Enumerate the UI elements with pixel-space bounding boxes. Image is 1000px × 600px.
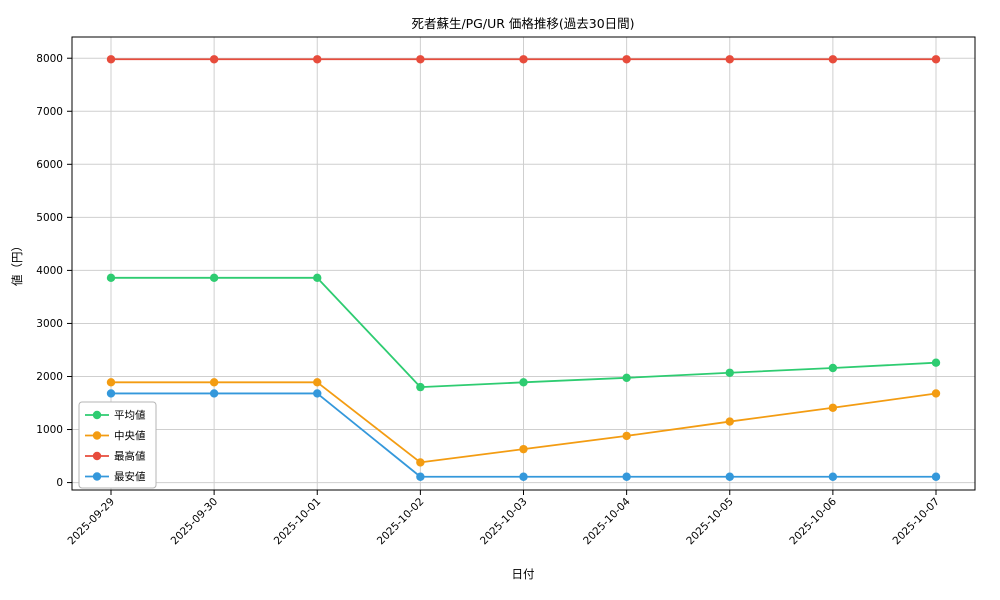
y-tick-label: 8000 — [36, 53, 63, 65]
series-marker-最高値 — [106, 55, 116, 64]
series-marker-最安値 — [313, 389, 322, 398]
series-marker-中央値 — [106, 378, 116, 387]
x-tick-label: 2025-09-29 — [65, 496, 117, 548]
legend-item-中央値: 中央値 — [85, 429, 146, 442]
x-tick-label: 2025-10-02 — [375, 496, 427, 548]
legend-item-最安値: 最安値 — [85, 470, 146, 483]
legend-marker-sample — [92, 472, 102, 481]
series-marker-中央値 — [209, 378, 219, 387]
legend-item-平均値: 平均値 — [85, 409, 146, 422]
series-marker-最安値 — [931, 472, 941, 481]
y-axis-label: 値（円） — [10, 240, 24, 286]
series-marker-最高値 — [313, 55, 322, 64]
series-marker-最高値 — [519, 55, 528, 64]
x-tick-label: 2025-09-30 — [169, 496, 221, 548]
series-marker-最安値 — [828, 472, 838, 481]
legend-item-最高値: 最高値 — [85, 450, 146, 463]
series-marker-中央値 — [519, 444, 528, 454]
series-marker-中央値 — [725, 417, 734, 426]
legend-label: 最高値 — [114, 450, 146, 463]
series-marker-最高値 — [416, 55, 425, 64]
series-marker-平均値 — [828, 363, 838, 373]
series-marker-最高値 — [209, 55, 219, 64]
series-marker-最安値 — [416, 472, 425, 481]
chart-title: 死者蘇生/PG/UR 価格推移(過去30日間) — [411, 16, 635, 31]
series-marker-中央値 — [416, 458, 425, 467]
series-marker-平均値 — [416, 382, 425, 392]
legend-label: 最安値 — [114, 470, 146, 483]
legend-marker-sample — [92, 410, 102, 420]
series-marker-最高値 — [931, 55, 941, 64]
legend-label: 中央値 — [114, 429, 146, 442]
series-marker-最安値 — [209, 389, 219, 398]
plot-area-border — [71, 36, 976, 491]
x-tick-label: 2025-10-06 — [787, 495, 839, 547]
series-marker-最安値 — [519, 472, 528, 481]
series-marker-平均値 — [106, 273, 116, 283]
y-tick-label: 7000 — [36, 106, 63, 118]
x-tick-label: 2025-10-07 — [890, 496, 942, 548]
legend-label: 平均値 — [114, 409, 146, 422]
series-marker-最高値 — [725, 55, 734, 64]
series-marker-最高値 — [622, 55, 631, 64]
y-tick-label: 5000 — [36, 212, 63, 224]
x-tick-label: 2025-10-04 — [581, 495, 633, 547]
series-marker-最安値 — [106, 389, 116, 398]
y-tick-label: 4000 — [36, 265, 63, 277]
x-tick-label: 2025-10-01 — [272, 496, 324, 548]
series-marker-平均値 — [519, 378, 528, 387]
legend-marker-sample — [92, 431, 102, 440]
y-tick-label: 1000 — [36, 424, 63, 436]
series-marker-中央値 — [931, 389, 941, 398]
series-marker-最安値 — [622, 472, 631, 481]
series-marker-平均値 — [725, 368, 734, 377]
legend-frame — [78, 401, 157, 489]
series-marker-平均値 — [931, 358, 941, 367]
x-tick-label: 2025-10-05 — [684, 496, 736, 548]
series-marker-中央値 — [313, 378, 322, 387]
legend-marker-sample — [92, 451, 102, 461]
series-marker-平均値 — [209, 273, 219, 283]
series-marker-最安値 — [725, 472, 734, 481]
series-marker-中央値 — [828, 403, 838, 412]
series-marker-中央値 — [622, 431, 631, 441]
y-tick-label: 3000 — [36, 318, 63, 330]
y-tick-label: 6000 — [36, 159, 63, 171]
x-axis-label: 日付 — [511, 567, 535, 581]
series-marker-平均値 — [313, 273, 322, 283]
series-marker-最高値 — [828, 55, 838, 64]
series-marker-平均値 — [622, 373, 631, 383]
y-tick-label: 0 — [56, 477, 63, 489]
x-tick-label: 2025-10-03 — [478, 496, 530, 548]
y-tick-label: 2000 — [36, 371, 63, 383]
